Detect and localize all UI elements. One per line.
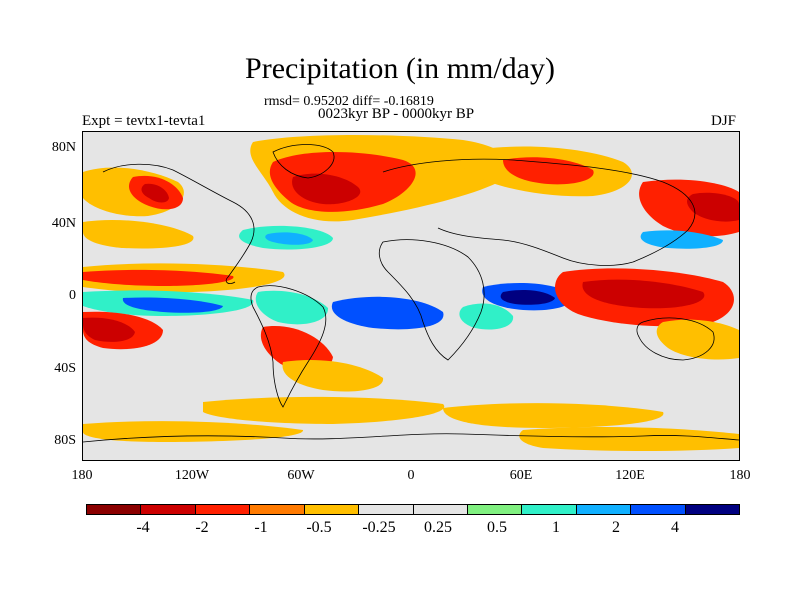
anomaly-orange-southeast-pacific bbox=[656, 319, 739, 360]
anomaly-darkred-north-atlantic bbox=[292, 173, 361, 205]
anomaly-navy-indian-ocean bbox=[500, 290, 555, 305]
anomaly-darkred-northwest-pacific bbox=[687, 192, 739, 222]
coastlines bbox=[83, 144, 739, 443]
colorbar-label: 1 bbox=[552, 519, 560, 536]
colorbar-label: -4 bbox=[136, 519, 150, 536]
coastline-australia bbox=[636, 317, 715, 361]
colorbar-label: -2 bbox=[195, 519, 209, 536]
anomaly-orange-south-atlantic bbox=[282, 359, 384, 392]
colorbar-segment bbox=[141, 505, 196, 514]
anomaly-blue-north-atlantic bbox=[265, 232, 313, 245]
anomaly-cyan-east-africa bbox=[459, 303, 514, 330]
lon-label-0: 0 bbox=[407, 468, 415, 483]
colorbar-label: -0.5 bbox=[306, 519, 332, 536]
colorbar-segment bbox=[304, 505, 360, 514]
lon-label-120e: 120E bbox=[615, 468, 645, 483]
anomaly-blue-equatorial-atlantic bbox=[331, 296, 444, 330]
coastline-africa bbox=[378, 239, 485, 361]
lat-label-40n: 40N bbox=[51, 216, 76, 231]
map-title: Precipitation (in mm/day) bbox=[245, 52, 555, 85]
colorbar-segment bbox=[250, 505, 305, 514]
season-label: DJF bbox=[711, 113, 737, 129]
colorbar-segment bbox=[87, 505, 142, 514]
anomaly-red-equatorial-pacific bbox=[83, 269, 234, 286]
colorbar-segment bbox=[467, 505, 523, 514]
stats-label: rmsd= 0.95202 diff= -0.16819 bbox=[264, 94, 434, 109]
anomaly-blue-equatorial-pacific bbox=[122, 297, 223, 313]
coastline-antarctica bbox=[83, 433, 739, 443]
anomaly-darkred-alaska bbox=[141, 183, 169, 203]
colorbar-label: 2 bbox=[612, 519, 620, 536]
colorbar-label: -1 bbox=[254, 519, 268, 536]
coastline-eurasia bbox=[382, 158, 696, 266]
experiment-label: Expt = tevtx1-tevta1 bbox=[82, 113, 206, 129]
period-label: 0023kyr BP - 0000kyr BP bbox=[318, 106, 475, 122]
colorbar-segment bbox=[359, 505, 414, 514]
anomaly-orange-southern-ocean-west bbox=[203, 396, 445, 424]
coastline-south-america bbox=[250, 285, 327, 408]
anomaly-cyan-amazon bbox=[255, 290, 329, 325]
precipitation-map bbox=[82, 131, 740, 461]
colorbar-segment bbox=[631, 505, 686, 514]
colorbar-label: -0.25 bbox=[362, 519, 396, 536]
colorbar-label: 4 bbox=[671, 519, 679, 536]
lon-label-60w: 60W bbox=[287, 468, 315, 483]
colorbar-segment bbox=[685, 505, 740, 514]
colorbar-label: 0.5 bbox=[487, 519, 507, 536]
anomaly-red-siberia bbox=[503, 157, 594, 185]
lon-label-180e: 180 bbox=[729, 468, 751, 483]
anomaly-orange-antarctic-east bbox=[519, 427, 739, 451]
coastline-greenland bbox=[272, 144, 335, 179]
anomaly-darkred-maritime-continent bbox=[582, 279, 705, 309]
colorbar-segment bbox=[522, 505, 577, 514]
anomaly-orange-north-pacific bbox=[83, 219, 194, 249]
coastline-north-america bbox=[102, 163, 255, 285]
lat-label-40s: 40S bbox=[54, 361, 76, 376]
anomaly-darkred-south-pacific bbox=[83, 317, 135, 342]
colorbar-segment bbox=[413, 505, 468, 514]
colorbar bbox=[86, 504, 740, 515]
anomaly-blue-west-pacific bbox=[640, 230, 723, 249]
lat-label-80s: 80S bbox=[54, 433, 76, 448]
anomaly-orange-southern-ocean-east bbox=[443, 403, 664, 428]
colorbar-segment bbox=[195, 505, 251, 514]
colorbar-label: 0.25 bbox=[424, 519, 452, 536]
lon-label-120w: 120W bbox=[174, 468, 210, 483]
map-canvas bbox=[83, 135, 739, 451]
lat-label-0: 0 bbox=[69, 288, 76, 303]
colorbar-segment bbox=[576, 505, 632, 514]
lon-label-180w: 180 bbox=[71, 468, 93, 483]
lon-label-60e: 60E bbox=[509, 468, 533, 483]
lat-label-80n: 80N bbox=[51, 140, 76, 155]
